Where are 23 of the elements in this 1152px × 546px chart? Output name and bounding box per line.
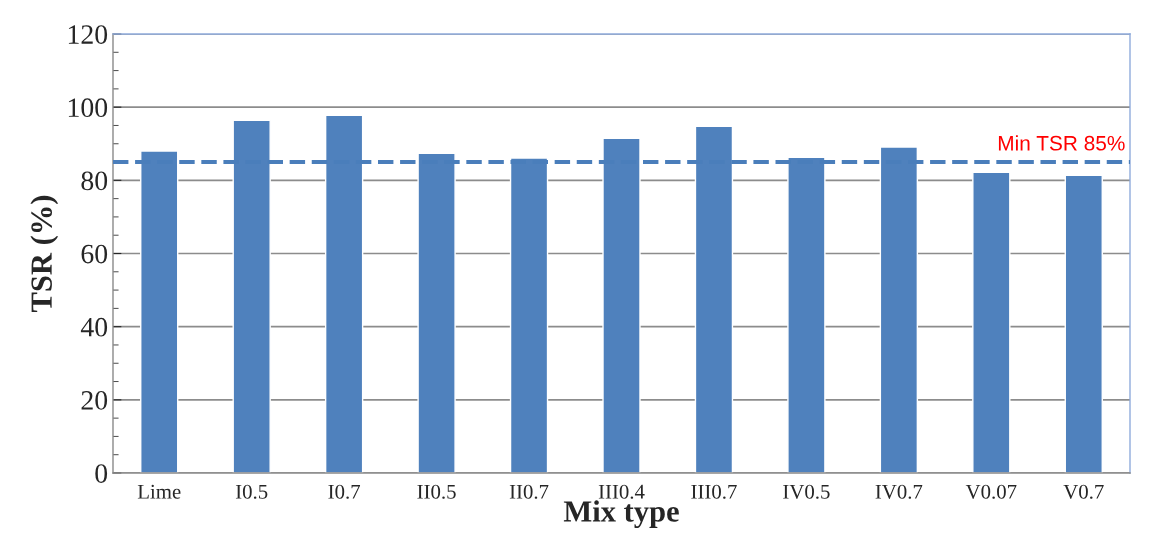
x-tick-label: IV0.5 — [783, 484, 830, 499]
ref-line-label: Min TSR 85% — [998, 135, 1125, 151]
x-tick-label: V0.07 — [965, 484, 1017, 499]
x-tick-label: III0.4 — [598, 484, 645, 499]
y-tick-label: 20 — [81, 391, 108, 410]
y-tick-label: 0 — [95, 464, 108, 483]
y-axis-title: TSR (%) — [30, 195, 59, 313]
y-tick-label: 100 — [68, 98, 108, 118]
x-tick-label: Lime — [137, 484, 181, 499]
x-tick-label: II0.5 — [417, 484, 456, 499]
x-tick-label: I0.7 — [328, 484, 361, 499]
y-tick-label: 40 — [80, 317, 108, 337]
y-tick-label: 60 — [81, 244, 108, 264]
x-tick-label: II0.7 — [509, 484, 549, 499]
x-tick-label: III0.7 — [691, 484, 737, 499]
x-axis-title: Mix type — [563, 500, 679, 529]
y-tick-label: 80 — [81, 171, 108, 191]
y-tick-label: 120 — [68, 25, 108, 44]
x-tick-label: IV0.7 — [875, 484, 923, 499]
bar — [972, 171, 1011, 473]
x-tick-label: I0.5 — [235, 484, 268, 499]
x-tick-label: V0.7 — [1063, 484, 1104, 499]
bar — [1064, 174, 1103, 473]
